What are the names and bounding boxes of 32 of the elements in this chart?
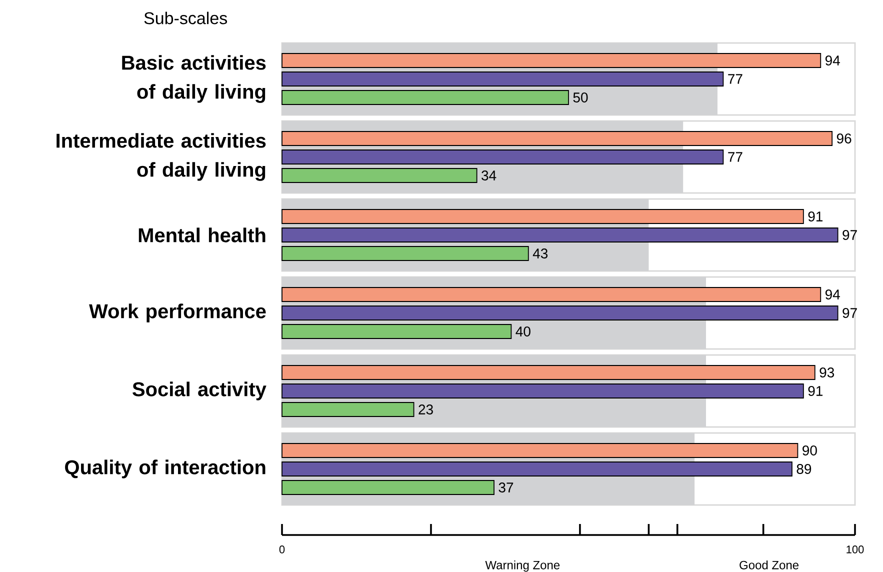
- y-tick-label: Social activity: [132, 382, 266, 400]
- data-label: 91: [808, 212, 823, 222]
- data-label: 89: [796, 464, 812, 474]
- x-tick-label: 0: [279, 546, 285, 554]
- data-label: 90: [802, 446, 817, 456]
- data-label: 23: [418, 404, 433, 414]
- y-tick-label: Intermediate activities of daily living: [56, 133, 266, 181]
- data-label: 40: [516, 326, 530, 336]
- data-label: 37: [498, 482, 514, 492]
- data-label: 34: [482, 170, 496, 180]
- text: Warning Zone: [485, 560, 560, 572]
- bar: [282, 443, 798, 458]
- y-tick-label: Quality of interaction: [65, 460, 266, 478]
- bar: [282, 462, 792, 476]
- data-label: 94: [825, 56, 840, 66]
- data-label: 93: [820, 368, 834, 378]
- y-tick-label: Work performance: [89, 304, 266, 322]
- data-label: 50: [573, 92, 588, 102]
- data-label: 77: [728, 74, 742, 84]
- data-label: 91: [808, 386, 823, 396]
- text: Good Zone: [740, 560, 799, 570]
- data-label: 97: [842, 308, 857, 318]
- data-label: 94: [825, 290, 840, 300]
- bar: [282, 480, 494, 495]
- y-tick-label: Mental health: [138, 228, 266, 242]
- chart-title: Sub-scales: [144, 12, 228, 24]
- data-label: 77: [728, 152, 742, 162]
- data-label: 96: [836, 134, 852, 144]
- y-tick-label: Basic activities of daily living: [122, 55, 266, 103]
- x-tick-label: 100: [846, 546, 864, 554]
- data-label: 43: [532, 248, 548, 258]
- data-label: 97: [842, 230, 857, 240]
